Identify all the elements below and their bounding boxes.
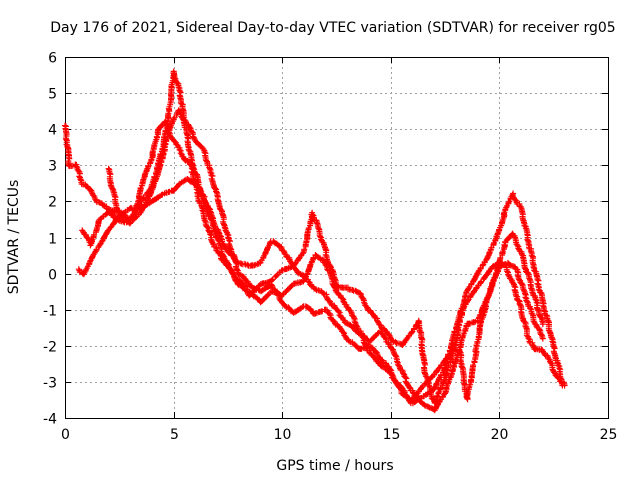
- y-tick-label: 2: [48, 195, 57, 211]
- y-tick-label: 1: [48, 232, 57, 248]
- y-tick-label: 0: [48, 268, 57, 284]
- y-tick-label: 6: [48, 51, 57, 67]
- plus-markers: [79, 118, 566, 406]
- y-tick-label: 5: [48, 87, 57, 103]
- x-tick-label: 15: [383, 427, 401, 443]
- x-tick-label: 0: [61, 427, 70, 443]
- y-axis-label: SDTVAR / TECUs: [6, 180, 22, 295]
- y-tick-label: -2: [43, 340, 57, 356]
- x-tick-labels: 0 5 10 15 20 25: [61, 427, 617, 443]
- y-tick-label: 3: [48, 159, 57, 175]
- x-axis-label: GPS time / hours: [276, 458, 393, 474]
- x-tick-label: 10: [274, 427, 292, 443]
- plus-markers: [62, 68, 568, 407]
- series-track-3: [79, 118, 566, 406]
- chart-title: Day 176 of 2021, Sidereal Day-to-day VTE…: [50, 20, 615, 36]
- x-tick-label: 25: [600, 427, 618, 443]
- plus-markers: [105, 107, 546, 403]
- x-tick-label: 5: [170, 427, 179, 443]
- x-tick-label: 20: [491, 427, 509, 443]
- y-tick-label: 4: [48, 123, 57, 139]
- y-tick-label: -3: [43, 376, 57, 392]
- y-tick-label: -4: [43, 412, 57, 428]
- y-tick-labels: -4 -3 -2 -1 0 1 2 3 4 5 6: [43, 51, 57, 428]
- series-track-4: [105, 107, 546, 403]
- data-marks: [62, 68, 568, 414]
- y-tick-label: -1: [43, 304, 57, 320]
- series-track-1: [62, 68, 568, 407]
